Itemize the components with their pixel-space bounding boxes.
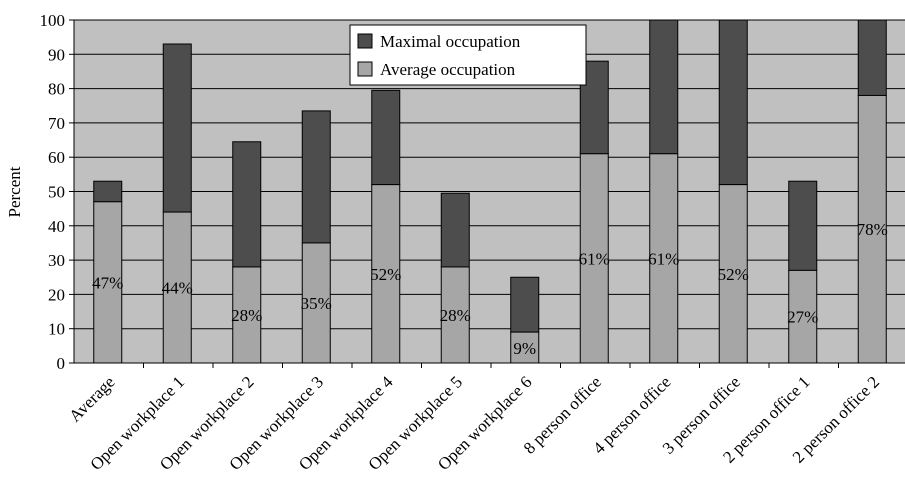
y-tick-label: 40 xyxy=(48,217,65,236)
y-tick-label: 80 xyxy=(48,80,65,99)
data-label: 28% xyxy=(231,306,262,325)
bar-average-occupation xyxy=(232,266,262,364)
bar-average-occupation xyxy=(718,184,748,364)
y-tick-label: 30 xyxy=(48,251,65,270)
data-label: 27% xyxy=(787,308,818,327)
bar-maximal-occupation xyxy=(162,43,192,213)
legend-label-maximal: Maximal occupation xyxy=(380,32,521,51)
y-tick-label: 70 xyxy=(48,114,65,133)
data-label: 9% xyxy=(513,339,536,358)
bar-maximal-occupation xyxy=(301,110,331,244)
y-tick-label: 50 xyxy=(48,183,65,202)
data-label: 78% xyxy=(857,220,888,239)
y-tick-label: 100 xyxy=(40,11,66,30)
bar-maximal-occupation xyxy=(649,19,679,155)
data-label: 61% xyxy=(648,249,679,268)
y-axis-title: Percent xyxy=(5,166,24,217)
legend-box xyxy=(349,24,587,86)
data-labels: 47% 44% 28% 35% 52% 28% 9% 61% 61% 52% 27% 78% xyxy=(92,220,888,358)
data-label: 52% xyxy=(718,265,749,284)
bar-average-occupation xyxy=(440,266,470,364)
bar-average-occupation xyxy=(649,153,679,364)
y-tick-label: 10 xyxy=(48,320,65,339)
bar-maximal-occupation xyxy=(232,141,262,268)
bar-maximal-occupation xyxy=(510,276,540,333)
legend: Maximal occupation Average occupation xyxy=(349,24,587,86)
bar-maximal-occupation xyxy=(440,192,470,268)
legend-swatch-average xyxy=(357,61,373,77)
bar-maximal-occupation xyxy=(857,19,887,96)
data-label: 52% xyxy=(370,265,401,284)
data-label: 35% xyxy=(301,294,332,313)
bar-maximal-occupation xyxy=(93,180,123,203)
y-tick-label: 90 xyxy=(48,45,65,64)
bar-maximal-occupation xyxy=(371,89,401,186)
bar-maximal-occupation xyxy=(788,180,818,271)
data-label: 44% xyxy=(162,279,193,298)
data-label: 47% xyxy=(92,273,123,292)
bar-average-occupation xyxy=(93,201,123,364)
bar-maximal-occupation xyxy=(718,19,748,186)
data-label: 28% xyxy=(440,306,471,325)
y-tick-label: 0 xyxy=(57,354,66,373)
bar-average-occupation xyxy=(510,331,540,364)
x-category-label: Average xyxy=(65,372,118,425)
data-label: 61% xyxy=(579,249,610,268)
bar-average-occupation xyxy=(788,269,818,364)
legend-swatch-maximal xyxy=(357,33,373,49)
y-tick-label: 20 xyxy=(48,285,65,304)
bar-average-occupation xyxy=(857,94,887,364)
bar-average-occupation xyxy=(579,153,609,364)
bars xyxy=(93,19,887,364)
bar-average-occupation xyxy=(162,211,192,364)
bar-average-occupation xyxy=(371,184,401,364)
y-tick-label: 60 xyxy=(48,148,65,167)
bar-average-occupation xyxy=(301,242,331,364)
legend-label-average: Average occupation xyxy=(380,60,516,79)
